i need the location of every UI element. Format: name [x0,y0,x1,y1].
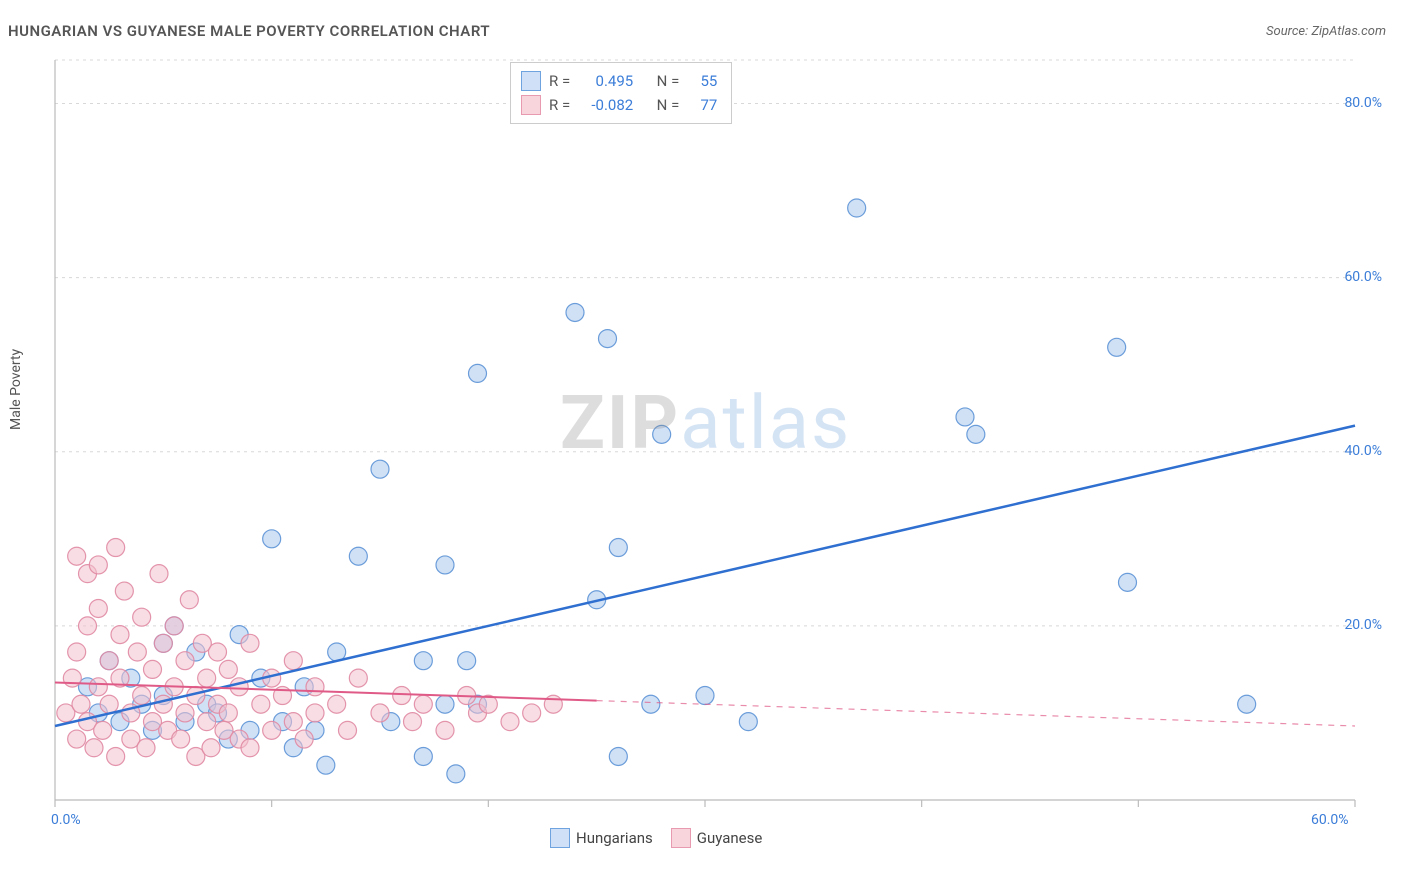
n-value: 55 [687,72,717,90]
n-value: 77 [687,96,717,114]
chart-title: HUNGARIAN VS GUYANESE MALE POVERTY CORRE… [8,22,490,40]
source-label: Source: [1266,24,1308,39]
y-tick-label: 20.0% [1344,617,1382,633]
legend-series-label: Guyanese [697,829,763,847]
chart-area: ZIPatlas R =0.495 N =55R =-0.082 N =77 H… [50,50,1380,820]
legend-correlation-row: R = 0.495 N = 55 [521,69,717,93]
n-label: N = [657,96,680,114]
legend-correlation-row: R = -0.082 N = 77 [521,93,717,117]
r-value: -0.082 [578,96,633,114]
source-attribution: Source: ZipAtlas.com [1266,24,1386,39]
scatter-chart [50,50,1380,820]
legend-swatch [550,828,570,848]
legend-series-item: Guyanese [671,828,763,848]
legend-swatch [521,71,541,91]
source-value: ZipAtlas.com [1311,24,1386,39]
y-tick-label: 80.0% [1344,95,1382,111]
legend-series-item: Hungarians [550,828,653,848]
legend-series: Hungarians Guyanese [550,828,762,848]
n-label: N = [657,72,680,90]
y-tick-label: 40.0% [1344,443,1382,459]
legend-swatch [671,828,691,848]
x-tick-label: 60.0% [1311,812,1349,828]
legend-correlation: R = 0.495 N = 55 R = -0.082 N = 77 [510,62,732,124]
legend-swatch [521,95,541,115]
r-label: R = [549,96,570,114]
y-tick-label: 60.0% [1344,269,1382,285]
r-label: R = [549,72,570,90]
x-tick-label: 0.0% [51,812,81,828]
r-value: 0.495 [578,72,633,90]
y-axis-label: Male Poverty [8,349,24,430]
legend-series-label: Hungarians [576,829,653,847]
